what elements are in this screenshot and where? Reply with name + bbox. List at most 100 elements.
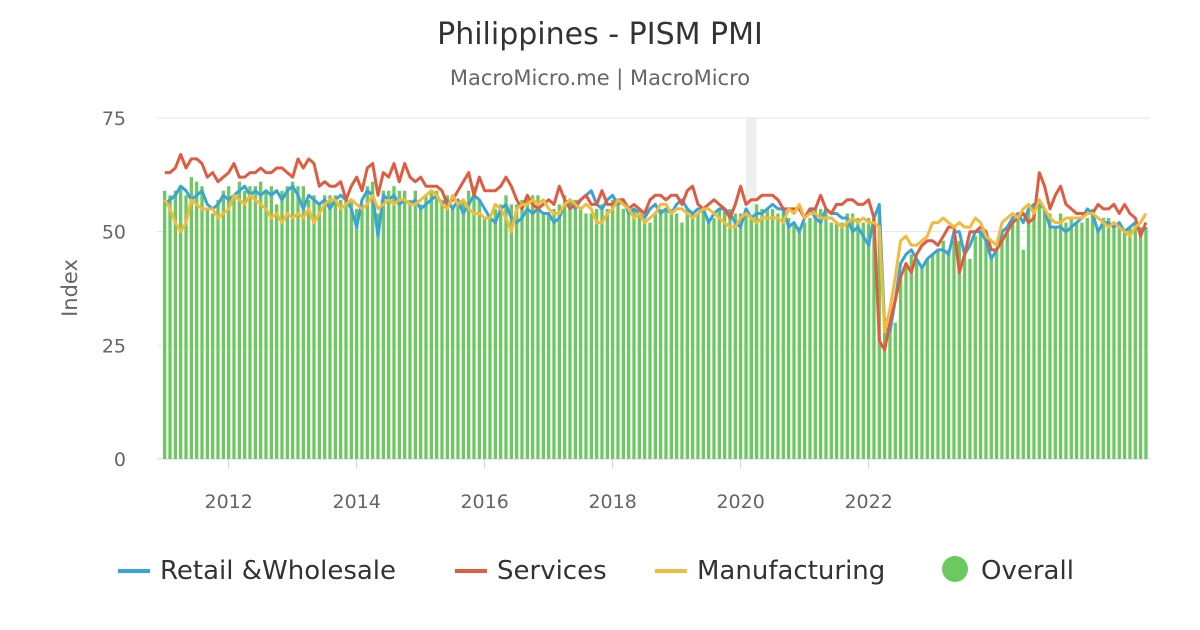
bar-overall: [1026, 208, 1031, 459]
bar-overall: [962, 254, 967, 459]
bar-overall: [717, 208, 721, 459]
bar-overall: [173, 190, 177, 459]
bar-overall: [749, 218, 753, 459]
bar-overall: [1128, 227, 1132, 459]
bar-overall: [856, 218, 860, 459]
bar-overall: [424, 195, 428, 459]
bar-overall: [925, 258, 929, 459]
legend-label-retail-wholesale: Retail &Wholesale: [160, 556, 396, 586]
bar-overall: [1010, 218, 1015, 459]
bar-overall: [824, 208, 828, 459]
bar-overall: [584, 213, 588, 459]
bar-overall: [547, 213, 551, 459]
bar-overall: [792, 222, 796, 459]
legend-label-manufacturing: Manufacturing: [697, 556, 885, 586]
bar-overall: [520, 199, 524, 459]
bar-overall: [696, 213, 700, 459]
bar-overall: [259, 181, 263, 460]
bar-overall: [509, 204, 513, 459]
bar-overall: [1117, 227, 1121, 459]
bar-overall: [376, 213, 380, 459]
bar-overall: [168, 195, 172, 459]
y-axis-title: Index: [58, 259, 82, 317]
bar-overall: [802, 222, 807, 459]
bar-overall: [440, 199, 444, 459]
bar-overall: [829, 222, 833, 459]
bar-overall: [909, 254, 913, 459]
bar-overall: [333, 195, 337, 459]
bar-overall: [605, 208, 609, 459]
bar-overall: [456, 199, 460, 459]
bar-overall: [248, 186, 252, 459]
bar-overall: [952, 240, 956, 459]
bar-overall: [1021, 249, 1025, 459]
bar-overall: [200, 186, 204, 459]
bar-overall: [680, 222, 684, 459]
bar-overall: [504, 195, 508, 459]
bar-overall: [626, 208, 631, 459]
bar-overall: [786, 218, 791, 459]
bar-overall: [936, 249, 940, 459]
bar-overall: [1053, 227, 1057, 459]
bar-overall: [616, 199, 620, 459]
bar-overall: [882, 318, 887, 459]
chart-title: Philippines - PISM PMI: [437, 17, 763, 52]
bar-overall: [451, 208, 455, 459]
bar-overall: [754, 204, 759, 459]
bar-overall: [898, 272, 903, 459]
bar-overall: [1074, 222, 1079, 459]
bar-overall: [1042, 208, 1047, 459]
bar-overall: [914, 258, 919, 459]
bar-overall: [834, 222, 839, 459]
bar-overall: [403, 190, 407, 459]
bar-overall: [349, 199, 353, 459]
bar-overall: [312, 195, 316, 459]
bar-overall: [978, 231, 983, 459]
bar-overall: [552, 208, 556, 459]
y-tick-0: 0: [114, 449, 126, 471]
bar-overall: [712, 218, 716, 459]
bar-overall: [701, 208, 705, 459]
x-axis-ticks: 2012 2014 2016 2018 2020 2022: [204, 459, 893, 513]
bar-overall: [946, 249, 951, 459]
line-retail-wholesale: [163, 184, 1147, 334]
bar-overall: [1101, 218, 1105, 459]
bar-overall: [664, 208, 668, 459]
bar-overall: [1133, 222, 1137, 459]
legend-symbol-overall: [942, 556, 968, 582]
bar-overall: [291, 181, 295, 460]
y-axis-ticks: 0 25 50 75: [102, 108, 126, 471]
bar-overall: [531, 195, 535, 459]
bar-overall: [888, 327, 892, 459]
bar-overall: [621, 208, 625, 459]
bar-overall: [280, 190, 284, 459]
bar-overall: [536, 195, 540, 459]
bar-overall: [685, 208, 689, 459]
bar-overall: [344, 199, 348, 459]
bar-overall: [728, 208, 732, 459]
bar-overall: [1085, 218, 1089, 459]
bar-overall: [1016, 213, 1020, 459]
x-tick-2016: 2016: [460, 491, 508, 513]
bar-overall: [413, 190, 417, 459]
bar-overall: [205, 208, 209, 459]
bar-overall: [957, 240, 961, 459]
bar-overall: [269, 186, 273, 459]
bar-overall: [722, 208, 727, 459]
bar-overall: [568, 199, 572, 459]
bar-overall: [392, 186, 396, 459]
bar-overall: [850, 213, 855, 459]
bar-overall: [461, 199, 465, 459]
bar-overall: [984, 240, 988, 459]
bar-overall: [216, 199, 220, 459]
bar-overall: [275, 204, 279, 459]
bar-overall: [221, 190, 225, 459]
bar-overall: [1064, 222, 1068, 459]
bar-overall: [648, 222, 652, 459]
bar-overall: [658, 208, 663, 459]
bar-overall: [1096, 231, 1100, 459]
bar-overall: [930, 254, 935, 459]
bar-overall: [1112, 222, 1116, 459]
bar-overall: [941, 240, 945, 459]
